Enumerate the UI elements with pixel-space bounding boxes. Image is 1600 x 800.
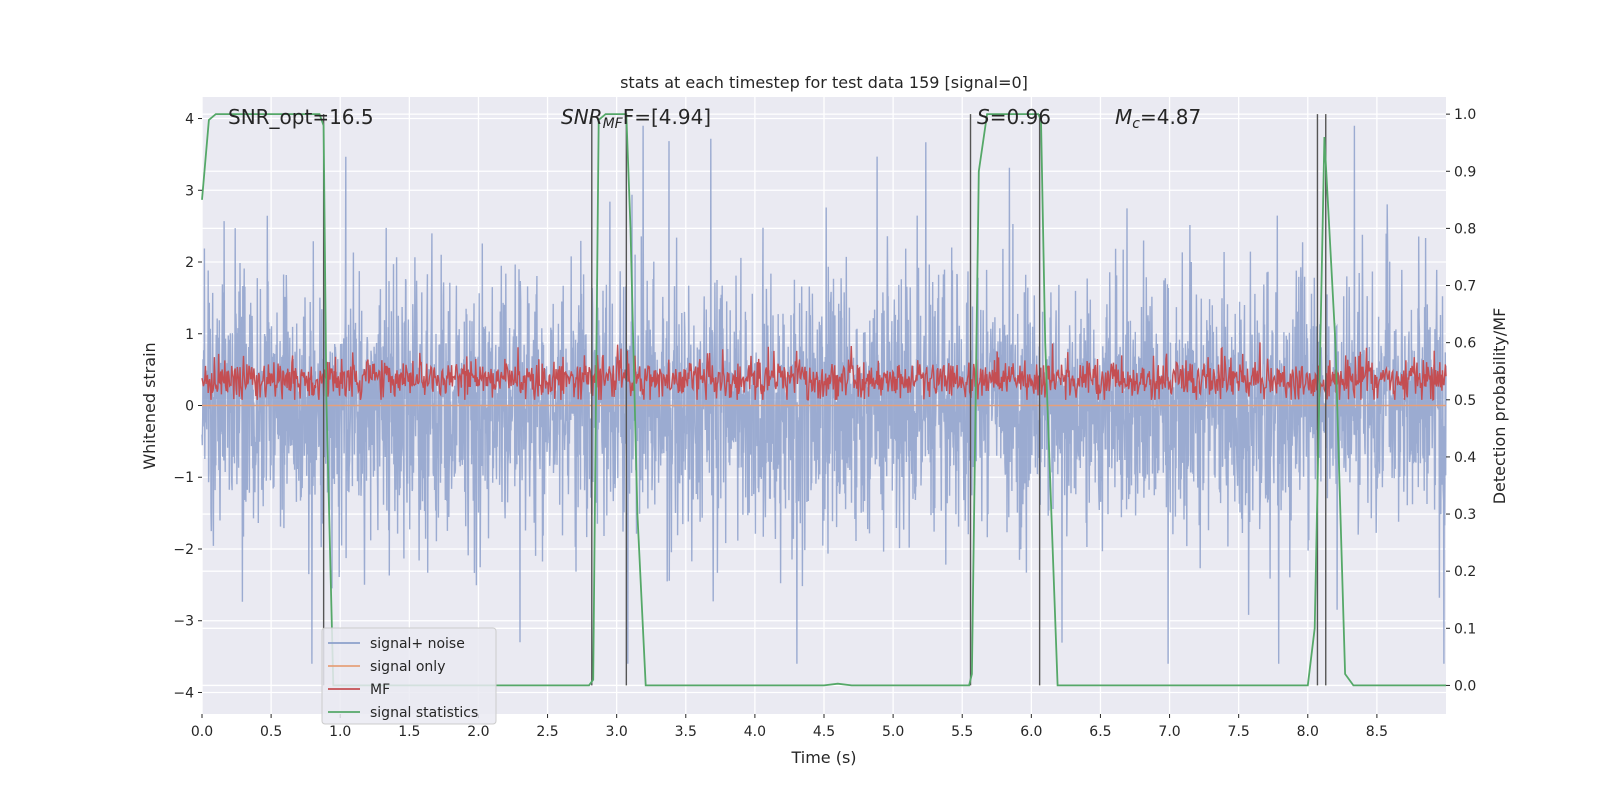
y-right-tick-label: 0.5: [1454, 393, 1476, 409]
legend-frame: [321, 627, 497, 725]
x-tick-label: 0.0: [191, 724, 213, 740]
x-tick-label: 0.5: [260, 724, 282, 740]
legend-items: signal+ noise signal only MF signal statist…: [328, 636, 478, 721]
y-right-axis-label: Detection probability/MF: [1490, 308, 1509, 505]
annotation-s: S=0.96: [977, 105, 1051, 129]
y-right-tick-label: 0.9: [1454, 164, 1476, 180]
annotation-snr-mf-sub: MF: [603, 116, 624, 132]
y-left-tick-label: 2: [185, 255, 194, 271]
y-right-tick-label: 0.0: [1454, 678, 1476, 694]
x-tick-label: 7.0: [1158, 724, 1180, 740]
y-left-tick-label: 4: [185, 112, 194, 128]
annotation-snr-mf-value: F=[4.94]: [623, 105, 711, 129]
legend-label: signal statistics: [370, 705, 478, 721]
annotation-snr-mf: SNRMFF=[4.94]: [561, 105, 711, 132]
y-left-tick-label: −4: [173, 685, 194, 701]
series-signal-statistics: [201, 113, 1446, 687]
x-tick-label: 5.5: [951, 724, 973, 740]
x-tick-label: 6.5: [1089, 724, 1111, 740]
series-mf: [201, 342, 1447, 401]
y-left-axis-label: Whitened strain: [140, 342, 159, 469]
y-right-tick-label: 0.8: [1454, 221, 1476, 237]
legend-label: signal+ noise: [370, 636, 465, 652]
y-right-tick-label: 0.3: [1454, 507, 1476, 523]
x-axis-label: Time (s): [790, 748, 856, 767]
annotation-s-value: =0.96: [990, 105, 1051, 129]
y-left-tick-labels: 4 3 2 1 0 −1 −2 −3 −4: [173, 112, 202, 701]
x-tick-labels: 0.0 0.5 1.0 1.5 2.0 2.5 3.0 3.5 4.0 4.5 5.0 5.5 6.0 6…: [191, 714, 1388, 740]
annotation-s-name: S: [977, 105, 990, 129]
x-tick-label: 2.5: [536, 724, 558, 740]
x-tick-label: 3.5: [675, 724, 697, 740]
x-tick-label: 5.0: [882, 724, 904, 740]
y-left-tick-label: 0: [185, 399, 194, 415]
y-right-tick-label: 0.2: [1454, 564, 1476, 580]
annotation-mc-value: =4.87: [1140, 105, 1201, 129]
y-right-tick-label: 1.0: [1454, 107, 1476, 123]
y-right-tick-labels: 1.0 0.9 0.8 0.7 0.6 0.5 0.4 0.3 0.2 0.1 0.0: [1446, 107, 1476, 694]
y-right-tick-label: 0.4: [1454, 450, 1476, 466]
annotation-mc-name: M: [1115, 105, 1132, 129]
annotation-snr-opt: SNR_opt=16.5: [228, 105, 374, 129]
legend-label: signal only: [370, 659, 445, 675]
x-tick-label: 8.0: [1297, 724, 1319, 740]
legend: signal+ noise signal only MF signal statist…: [321, 627, 497, 725]
x-tick-label: 7.5: [1228, 724, 1250, 740]
x-tick-label: 3.0: [606, 724, 628, 740]
x-tick-label: 1.5: [398, 724, 420, 740]
y-right-tick-label: 0.6: [1454, 336, 1476, 352]
x-tick-label: 8.5: [1366, 724, 1388, 740]
y-right-tick-label: 0.1: [1454, 621, 1476, 637]
detection-markers: [322, 114, 1327, 686]
annotation-mc-sub: c: [1132, 116, 1140, 132]
y-left-tick-label: −3: [173, 614, 194, 630]
y-right-tick-label: 0.7: [1454, 279, 1476, 295]
legend-label: MF: [370, 682, 390, 698]
x-tick-label: 4.5: [813, 724, 835, 740]
y-left-tick-label: 3: [185, 183, 194, 199]
x-tick-label: 4.0: [744, 724, 766, 740]
chart-title: stats at each timestep for test data 159…: [620, 73, 1028, 92]
y-left-tick-label: −1: [173, 470, 194, 486]
annotation-mc: Mc=4.87: [1115, 105, 1201, 132]
x-tick-label: 2.0: [467, 724, 489, 740]
x-tick-label: 6.0: [1020, 724, 1042, 740]
x-tick-label: 1.0: [329, 724, 351, 740]
annotation-snr-mf-name: SNR: [561, 105, 603, 129]
line-mf: [201, 342, 1447, 401]
line-signal-statistics: [201, 113, 1446, 687]
y-left-tick-label: 1: [185, 327, 194, 343]
y-left-tick-label: −2: [173, 542, 194, 558]
